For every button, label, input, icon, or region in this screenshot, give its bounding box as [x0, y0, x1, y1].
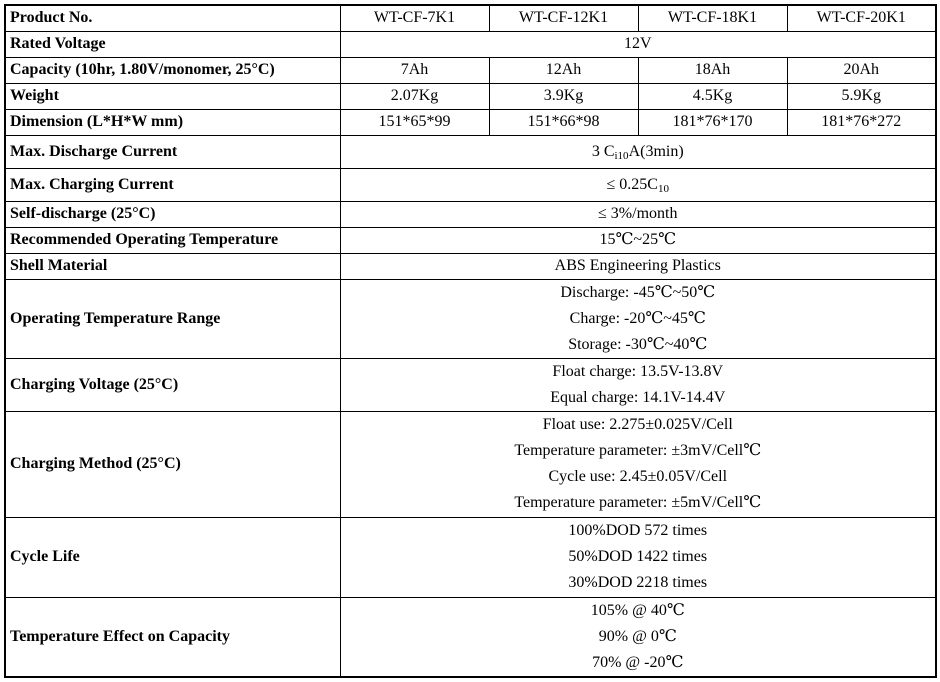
row-label-shell-material: Shell Material — [4, 252, 341, 280]
row-label-charging-method: Charging Method (25°C) — [4, 410, 341, 518]
table-row-weight: Weight 2.07Kg 3.9Kg 4.5Kg 5.9Kg — [4, 82, 937, 110]
product-model-cell: WT-CF-18K1 — [637, 4, 788, 32]
table-row-recommended-operating-temperature: Recommended Operating Temperature 15℃~25… — [4, 226, 937, 254]
capacity-cell: 12Ah — [488, 56, 639, 84]
table-row-product-no: Product No. WT-CF-7K1 WT-CF-12K1 WT-CF-1… — [4, 4, 937, 32]
value-subscript: i10 — [614, 149, 629, 162]
row-label-charging-voltage: Charging Voltage (25°C) — [4, 357, 341, 412]
rated-voltage-value: 12V — [339, 30, 937, 58]
row-label-rated-voltage: Rated Voltage — [4, 30, 341, 58]
table-row-operating-temperature-range: Operating Temperature Range Discharge: -… — [4, 278, 937, 359]
dimension-cell: 181*76*170 — [637, 108, 788, 136]
table-row-rated-voltage: Rated Voltage 12V — [4, 30, 937, 58]
row-label-dimension: Dimension (L*H*W mm) — [4, 108, 341, 136]
row-label-recommended-operating-temperature: Recommended Operating Temperature — [4, 226, 341, 254]
value-text: ≤ 0.25C — [606, 175, 658, 193]
weight-cell: 4.5Kg — [637, 82, 788, 110]
row-label-max-discharge-current: Max. Discharge Current — [4, 134, 341, 169]
value-line: Temperature parameter: ±3mV/Cell℃ — [514, 442, 762, 459]
value-subscript: 10 — [657, 182, 669, 195]
row-label-max-charging-current: Max. Charging Current — [4, 167, 341, 202]
value-line: 50%DOD 1422 times — [568, 548, 708, 565]
max-discharge-current-value: 3 Ci10A(3min) — [339, 134, 937, 169]
table-row-capacity: Capacity (10hr, 1.80V/monomer, 25°C) 7Ah… — [4, 56, 937, 84]
product-model-cell: WT-CF-20K1 — [786, 4, 937, 32]
capacity-cell: 20Ah — [786, 56, 937, 84]
capacity-cell: 7Ah — [339, 56, 490, 84]
table-row-max-charging-current: Max. Charging Current ≤ 0.25C10 — [4, 167, 937, 202]
weight-cell: 3.9Kg — [488, 82, 639, 110]
dimension-cell: 151*65*99 — [339, 108, 490, 136]
table-row-max-discharge-current: Max. Discharge Current 3 Ci10A(3min) — [4, 134, 937, 169]
capacity-cell: 18Ah — [637, 56, 788, 84]
table-row-dimension: Dimension (L*H*W mm) 151*65*99 151*66*98… — [4, 108, 937, 136]
value-line: Storage: -30℃~40℃ — [568, 335, 708, 353]
value-text: 3 C — [591, 142, 615, 160]
product-model-cell: WT-CF-7K1 — [339, 4, 490, 32]
row-label-weight: Weight — [4, 82, 341, 110]
table-row-self-discharge: Self-discharge (25°C) ≤ 3%/month — [4, 200, 937, 228]
operating-temperature-range-value: Discharge: -45℃~50℃ Charge: -20℃~45℃ Sto… — [339, 278, 937, 359]
cycle-life-value: 100%DOD 572 times 50%DOD 1422 times 30%D… — [339, 516, 937, 598]
row-label-product-no: Product No. — [4, 4, 341, 32]
table-row-charging-method: Charging Method (25°C) Float use: 2.275±… — [4, 410, 937, 518]
charging-method-value: Float use: 2.275±0.025V/Cell Temperature… — [339, 410, 937, 518]
table-row-charging-voltage: Charging Voltage (25°C) Float charge: 13… — [4, 357, 937, 412]
value-text: A(3min) — [628, 142, 684, 160]
product-model-cell: WT-CF-12K1 — [488, 4, 639, 32]
table-row-shell-material: Shell Material ABS Engineering Plastics — [4, 252, 937, 280]
value-line: 90% @ 0℃ — [598, 627, 677, 645]
battery-spec-table: Product No. WT-CF-7K1 WT-CF-12K1 WT-CF-1… — [4, 4, 937, 678]
temperature-effect-on-capacity-value: 105% @ 40℃ 90% @ 0℃ 70% @ -20℃ — [339, 596, 937, 678]
value-line: 70% @ -20℃ — [592, 653, 684, 671]
max-charging-current-value: ≤ 0.25C10 — [339, 167, 937, 202]
value-line: 30%DOD 2218 times — [568, 574, 708, 591]
value-line: Discharge: -45℃~50℃ — [560, 283, 716, 301]
value-line: Float use: 2.275±0.025V/Cell — [542, 416, 733, 433]
table-row-temperature-effect-on-capacity: Temperature Effect on Capacity 105% @ 40… — [4, 596, 937, 678]
value-line: Cycle use: 2.45±0.05V/Cell — [548, 468, 728, 485]
table-row-cycle-life: Cycle Life 100%DOD 572 times 50%DOD 1422… — [4, 516, 937, 598]
weight-cell: 2.07Kg — [339, 82, 490, 110]
value-line: Temperature parameter: ±5mV/Cell℃ — [514, 494, 762, 511]
value-line: 100%DOD 572 times — [568, 522, 708, 539]
weight-cell: 5.9Kg — [786, 82, 937, 110]
value-line: Charge: -20℃~45℃ — [569, 309, 706, 327]
row-label-temperature-effect-on-capacity: Temperature Effect on Capacity — [4, 596, 341, 678]
charging-voltage-value: Float charge: 13.5V-13.8V Equal charge: … — [339, 357, 937, 412]
row-label-operating-temperature-range: Operating Temperature Range — [4, 278, 341, 359]
row-label-self-discharge: Self-discharge (25°C) — [4, 200, 341, 228]
row-label-cycle-life: Cycle Life — [4, 516, 341, 598]
recommended-operating-temperature-value: 15℃~25℃ — [339, 226, 937, 254]
value-line: Float charge: 13.5V-13.8V — [552, 362, 724, 380]
dimension-cell: 151*66*98 — [488, 108, 639, 136]
self-discharge-value: ≤ 3%/month — [339, 200, 937, 228]
value-line: Equal charge: 14.1V-14.4V — [550, 388, 726, 406]
shell-material-value: ABS Engineering Plastics — [339, 252, 937, 280]
dimension-cell: 181*76*272 — [786, 108, 937, 136]
row-label-capacity: Capacity (10hr, 1.80V/monomer, 25°C) — [4, 56, 341, 84]
value-line: 105% @ 40℃ — [590, 601, 685, 619]
